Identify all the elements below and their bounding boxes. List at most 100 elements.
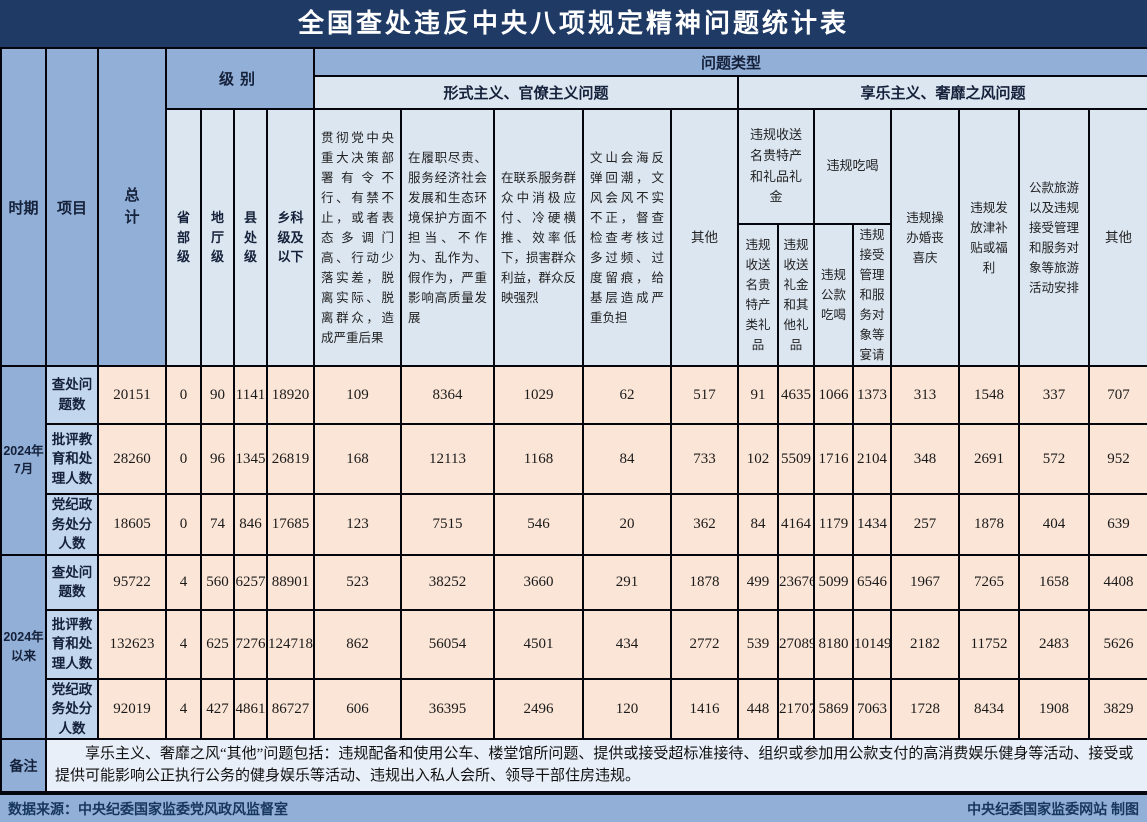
value-cell: 8364 — [400, 365, 496, 425]
col-group-problem-type: 问题类型 — [313, 47, 1147, 77]
header-row-top: 时期 项目 总计 级别 问题类型 — [0, 47, 1147, 367]
item-label-cell: 党纪政务处分人数 — [45, 677, 99, 741]
value-cell: 8180 — [813, 608, 855, 680]
other-label: 其他 — [691, 229, 719, 245]
data-row: 批评教育和处理人数 132623 4 625 7276 124718 862 56054 450… — [1, 608, 1147, 680]
remark-text: 享乐主义、奢靡之风“其他”问题包括：违规配备和使用公车、楼堂馆所问题、提供或接受… — [44, 738, 1147, 794]
value-cell: 1658 — [1018, 553, 1091, 611]
value-cell: 517 — [670, 365, 740, 425]
value-cell: 17685 — [265, 493, 316, 556]
credit-text: 中央纪委国家监委网站 制图 — [967, 800, 1139, 817]
item-label-cell: 批评教育和处理人数 — [45, 608, 99, 680]
col-header-level-province: 省部级 — [165, 108, 202, 367]
value-cell: 132623 — [97, 608, 167, 680]
col-header-period: 时期 — [0, 47, 47, 367]
value-cell: 5509 — [777, 423, 816, 495]
problem-type-group-label: 问题类型 — [701, 54, 762, 72]
level-group-label: 级别 — [219, 71, 262, 88]
data-row: 党纪政务处分人数 18605 0 74 846 17685 123 7515 546 20 362 8… — [1, 493, 1147, 556]
value-cell: 124718 — [265, 608, 316, 680]
value-cell: 1141 — [233, 365, 268, 425]
gifts-group-label: 违规收送名贵特产和礼品礼金 — [750, 126, 803, 205]
value-cell: 348 — [890, 423, 961, 495]
value-cell: 3660 — [493, 553, 585, 611]
data-row: 党纪政务处分人数 92019 4 427 4861 86727 606 36395 2496 12… — [1, 677, 1147, 741]
value-cell: 2496 — [493, 677, 585, 741]
item-label: 查处问题数 — [51, 564, 93, 600]
col-group-hedonism: 享乐主义、奢靡之风问题 — [737, 75, 1147, 110]
value-cell: 120 — [582, 677, 673, 741]
value-cell: 90 — [200, 365, 235, 425]
value-cell: 2772 — [670, 608, 740, 680]
table-body: 2024年7月 查处问题数 20151 0 90 1141 18920 109 8364 1029… — [0, 365, 1147, 741]
value-cell: 88901 — [265, 553, 316, 611]
value-cell: 102 — [737, 423, 780, 495]
other-label: 其他 — [1105, 229, 1133, 245]
item-label-cell: 查处问题数 — [45, 365, 99, 425]
value-cell: 4635 — [777, 365, 816, 425]
value-cell: 4501 — [493, 608, 585, 680]
value-cell: 4 — [165, 553, 202, 611]
value-cell: 448 — [737, 677, 780, 741]
value-cell: 84 — [737, 493, 780, 556]
value-cell: 18920 — [265, 365, 316, 425]
col-header-allowances: 违规发放津补贴或福利 — [958, 108, 1021, 367]
col-header-level-county: 县处级 — [233, 108, 268, 367]
col-group-level: 级别 — [164, 47, 316, 110]
value-cell: 1716 — [813, 423, 855, 495]
value-cell: 38252 — [400, 553, 496, 611]
value-cell: 4408 — [1088, 553, 1147, 611]
value-cell: 434 — [582, 608, 673, 680]
value-cell: 62 — [582, 365, 673, 425]
col-header-item: 项目 — [45, 47, 99, 367]
value-cell: 1168 — [493, 423, 585, 495]
col-header-hedonism-other: 其他 — [1088, 108, 1147, 367]
item-label-cell: 批评教育和处理人数 — [45, 423, 99, 495]
value-cell: 2182 — [890, 608, 961, 680]
item-label: 批评教育和处理人数 — [51, 431, 93, 486]
value-cell: 56054 — [400, 608, 496, 680]
value-cell: 8434 — [958, 677, 1021, 741]
value-cell: 1434 — [852, 493, 893, 556]
value-cell: 1548 — [958, 365, 1021, 425]
value-cell: 2691 — [958, 423, 1021, 495]
value-cell: 1967 — [890, 553, 961, 611]
item-label: 查处问题数 — [51, 377, 93, 412]
tail-col-label: 违规操办婚丧喜庆 — [906, 210, 944, 265]
value-cell: 862 — [313, 608, 403, 680]
value-cell: 539 — [737, 608, 780, 680]
value-cell: 91 — [737, 365, 780, 425]
tail-col-label: 公款旅游以及违规接受管理和服务对象等旅游活动安排 — [1029, 180, 1080, 295]
value-cell: 291 — [582, 553, 673, 611]
value-cell: 5626 — [1088, 608, 1147, 680]
value-cell: 5099 — [813, 553, 855, 611]
value-cell: 1878 — [958, 493, 1021, 556]
col-group-eating: 违规吃喝 — [813, 108, 893, 225]
value-cell: 362 — [670, 493, 740, 556]
value-cell: 1908 — [1018, 677, 1091, 741]
value-cell: 1878 — [670, 553, 740, 611]
sub-col-label: 违规公款吃喝 — [821, 268, 847, 322]
header-row-categories: 形式主义、官僚主义问题 享乐主义、奢靡之风问题 — [1, 75, 1147, 110]
value-cell: 337 — [1018, 365, 1091, 425]
col-header-formalism-2: 在履职尽责、服务经济社会发展和生态环境保护方面不担当、不作为、乱作为、假作为，严… — [400, 108, 496, 367]
value-cell: 7276 — [233, 608, 268, 680]
hedonism-group-label: 享乐主义、奢靡之风问题 — [860, 85, 1026, 102]
eating-group-label: 违规吃喝 — [826, 158, 879, 174]
col-group-gifts: 违规收送名贵特产和礼品礼金 — [737, 108, 816, 225]
data-source-text: 数据来源：中央纪委国家监委党风政风监督室 — [8, 800, 288, 817]
col-header-weddings-funerals: 违规操办婚丧喜庆 — [890, 108, 961, 367]
item-header-label: 项目 — [56, 199, 87, 217]
data-row: 2024年7月 查处问题数 20151 0 90 1141 18920 109 8364 1029… — [0, 365, 1147, 556]
col-header-level-prefecture: 地厅级 — [200, 108, 235, 367]
value-cell: 0 — [165, 423, 202, 495]
value-cell: 0 — [165, 365, 202, 425]
col-group-formalism: 形式主义、官僚主义问题 — [313, 75, 740, 110]
value-cell: 123 — [313, 493, 403, 556]
value-cell: 427 — [200, 677, 235, 741]
value-cell: 5869 — [813, 677, 855, 741]
col-header-total: 总计 — [97, 47, 167, 367]
value-cell: 26819 — [265, 423, 316, 495]
value-cell: 12113 — [400, 423, 496, 495]
